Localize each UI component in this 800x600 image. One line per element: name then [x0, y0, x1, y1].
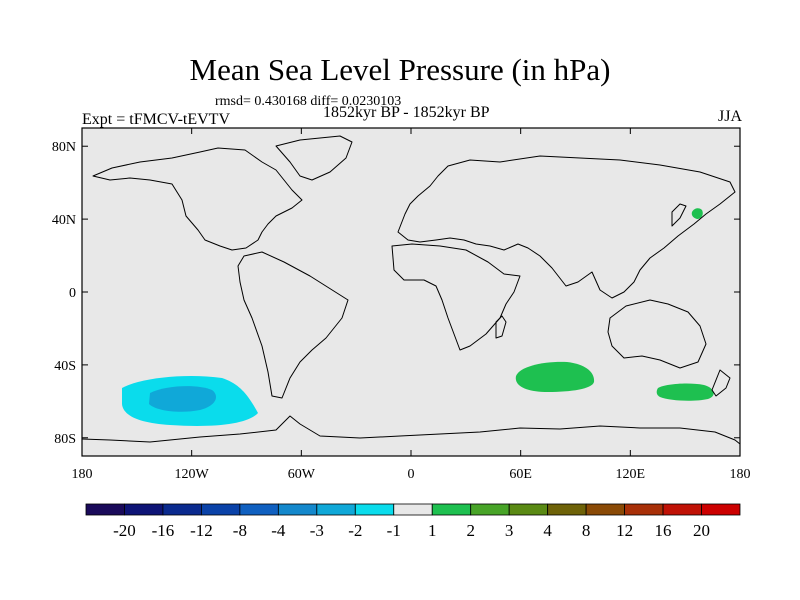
- x-tick-label: 60W: [288, 467, 316, 482]
- colorbar-swatch: [393, 503, 433, 516]
- colorbar-label: -20: [113, 521, 136, 540]
- colorbar-label: -8: [233, 521, 247, 540]
- colorbar-label: 20: [693, 521, 710, 540]
- anomaly-south-australia: [656, 383, 714, 401]
- colorbar-swatch: [431, 503, 472, 516]
- colorbar-label: 3: [505, 521, 514, 540]
- y-tick-label: 80N: [52, 140, 76, 155]
- colorbar-label: -4: [271, 521, 286, 540]
- x-tick-label: 180: [72, 467, 93, 482]
- europe-asia-coast: [397, 155, 736, 299]
- colorbar-swatch: [547, 503, 587, 516]
- south-america-coast: [237, 251, 349, 399]
- x-tick-label: 0: [408, 467, 415, 482]
- colorbar-label: -1: [387, 521, 401, 540]
- anomaly-south-pacific-core: [149, 386, 216, 412]
- colorbar-label: -12: [190, 521, 213, 540]
- japan-coast: [671, 203, 687, 227]
- colorbar-swatch: [354, 503, 395, 516]
- colorbar-swatch: [508, 503, 549, 516]
- anomaly-south-indian: [515, 361, 595, 392]
- colorbar-swatch: [470, 503, 510, 516]
- colorbar-swatch: [124, 503, 164, 516]
- north-america-coast: [92, 147, 303, 251]
- colorbar-label: 2: [466, 521, 475, 540]
- anomaly-north-pacific: [691, 208, 703, 219]
- x-tick-label: 120W: [175, 467, 210, 482]
- colorbar-label: -16: [152, 521, 175, 540]
- madagascar-coast: [495, 315, 507, 339]
- colorbar-swatch: [201, 503, 241, 516]
- colorbar-swatch: [662, 503, 702, 516]
- greenland-coast: [275, 135, 353, 181]
- chart-title: Mean Sea Level Pressure (in hPa): [189, 52, 611, 87]
- colorbar-swatch: [316, 503, 356, 516]
- colorbar-swatch: [585, 503, 625, 516]
- colorbar: [85, 503, 741, 516]
- colorbar-swatch: [701, 503, 741, 516]
- period-label: 1852kyr BP - 1852kyr BP: [323, 104, 490, 121]
- x-tick-label: 120E: [616, 467, 646, 482]
- antarctica-coast: [81, 415, 741, 445]
- africa-coast: [391, 243, 521, 351]
- new-zealand-coast: [711, 369, 731, 397]
- australia-coast: [607, 299, 707, 369]
- colorbar-label: -3: [310, 521, 324, 540]
- colorbar-label: 4: [543, 521, 552, 540]
- experiment-label: Expt = tFMCV-tEVTV: [82, 111, 230, 128]
- y-tick-label: 40S: [54, 359, 76, 374]
- y-tick-label: 0: [69, 286, 76, 301]
- colorbar-label: 1: [428, 521, 437, 540]
- season-label: JJA: [717, 108, 742, 125]
- colorbar-label: 12: [616, 521, 633, 540]
- colorbar-label: 16: [655, 521, 672, 540]
- stats-text: rmsd= 0.430168 diff= 0.0230103: [215, 94, 402, 109]
- colorbar-swatch: [162, 503, 202, 516]
- colorbar-swatch: [624, 503, 664, 516]
- colorbar-swatch: [85, 503, 125, 516]
- y-tick-label: 80S: [54, 432, 76, 447]
- colorbar-swatch: [277, 503, 318, 516]
- y-tick-label: 40N: [52, 213, 76, 228]
- colorbar-label: 8: [582, 521, 591, 540]
- x-tick-label: 60E: [509, 467, 532, 482]
- colorbar-swatch: [239, 503, 279, 516]
- x-tick-label: 180: [730, 467, 751, 482]
- colorbar-label: -2: [348, 521, 362, 540]
